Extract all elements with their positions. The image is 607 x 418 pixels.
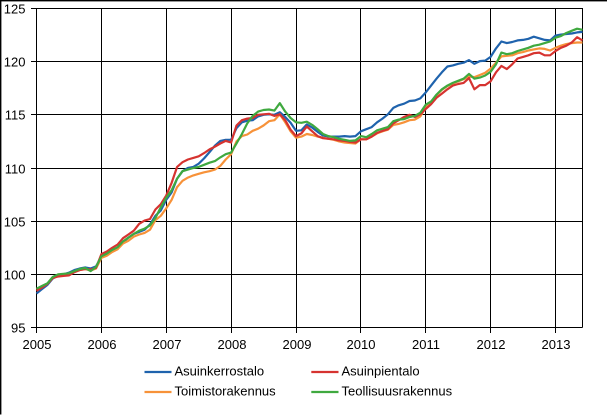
svg-text:100: 100 [4, 267, 26, 282]
svg-text:Toimistorakennus: Toimistorakennus [175, 384, 277, 399]
svg-text:2012: 2012 [477, 337, 506, 352]
svg-text:125: 125 [4, 1, 26, 16]
svg-text:95: 95 [11, 320, 25, 335]
svg-text:Asuinkerrostalo: Asuinkerrostalo [175, 364, 265, 379]
svg-text:2008: 2008 [218, 337, 247, 352]
svg-text:120: 120 [4, 54, 26, 69]
svg-text:2010: 2010 [347, 337, 376, 352]
svg-text:Teollisuusrakennus: Teollisuusrakennus [342, 384, 453, 399]
svg-text:2011: 2011 [412, 337, 440, 352]
svg-text:2007: 2007 [153, 337, 182, 352]
svg-text:2013: 2013 [542, 337, 571, 352]
svg-text:115: 115 [5, 107, 26, 122]
svg-text:2006: 2006 [88, 337, 117, 352]
svg-text:Asuinpientalo: Asuinpientalo [342, 364, 420, 379]
svg-text:2009: 2009 [283, 337, 312, 352]
svg-text:2005: 2005 [23, 337, 52, 352]
svg-text:110: 110 [5, 161, 26, 176]
svg-text:105: 105 [4, 214, 26, 229]
